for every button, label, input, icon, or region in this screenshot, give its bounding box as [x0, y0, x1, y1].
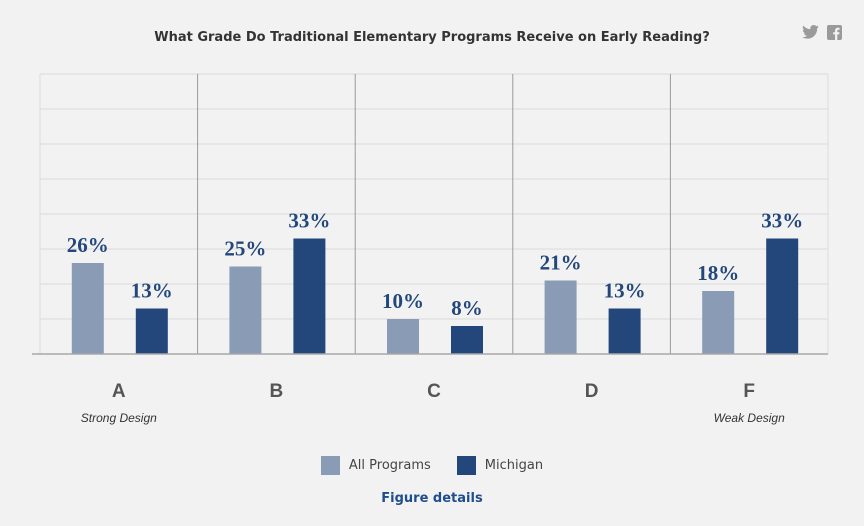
legend: All Programs Michigan [0, 456, 864, 475]
data-label: 8% [451, 296, 483, 320]
data-label: 21% [540, 251, 582, 275]
bar-michigan-c [451, 326, 483, 354]
bar-michigan-b [293, 238, 326, 354]
legend-swatch-michigan [456, 456, 476, 475]
category-label-b: B [270, 381, 284, 402]
chart-title: What Grade Do Traditional Elementary Pro… [154, 30, 710, 45]
figure-details-link[interactable]: Figure details [381, 491, 483, 506]
data-label: 33% [761, 209, 803, 233]
data-label: 13% [604, 279, 646, 303]
legend-label-michigan: Michigan [484, 458, 544, 473]
bar-all-programs-d [544, 280, 577, 354]
legend-swatch-all-programs [320, 456, 340, 475]
facebook-icon[interactable] [827, 25, 842, 40]
twitter-icon[interactable] [802, 25, 819, 40]
category-label-c: C [427, 381, 441, 402]
data-label: 33% [288, 209, 330, 233]
data-label: 10% [382, 289, 424, 313]
bar-michigan-d [608, 308, 641, 354]
legend-item-all-programs[interactable]: All Programs [320, 456, 431, 475]
category-note: Strong Design [81, 411, 157, 425]
data-label: 26% [67, 233, 109, 257]
data-label: 25% [224, 237, 266, 261]
bar-all-programs-f [702, 291, 735, 354]
bar-chart: 26% 13% A Strong Design 25% 33% B 10% 8% C 21% 13% D… [32, 73, 829, 425]
bar-all-programs-b [229, 266, 262, 354]
legend-item-michigan[interactable]: Michigan [456, 456, 544, 475]
category-note: Weak Design [714, 411, 785, 425]
share-icons [802, 25, 842, 40]
category-label-f: F [743, 381, 755, 402]
bar-michigan-a [135, 308, 168, 354]
bar-michigan-f [766, 238, 799, 354]
bar-all-programs-c [387, 319, 419, 354]
legend-label-all-programs: All Programs [348, 458, 431, 473]
category-label-d: D [585, 381, 599, 402]
data-label: 13% [131, 279, 173, 303]
bar-all-programs-a [71, 263, 104, 354]
data-label: 18% [697, 261, 739, 285]
category-label-a: A [112, 381, 126, 402]
